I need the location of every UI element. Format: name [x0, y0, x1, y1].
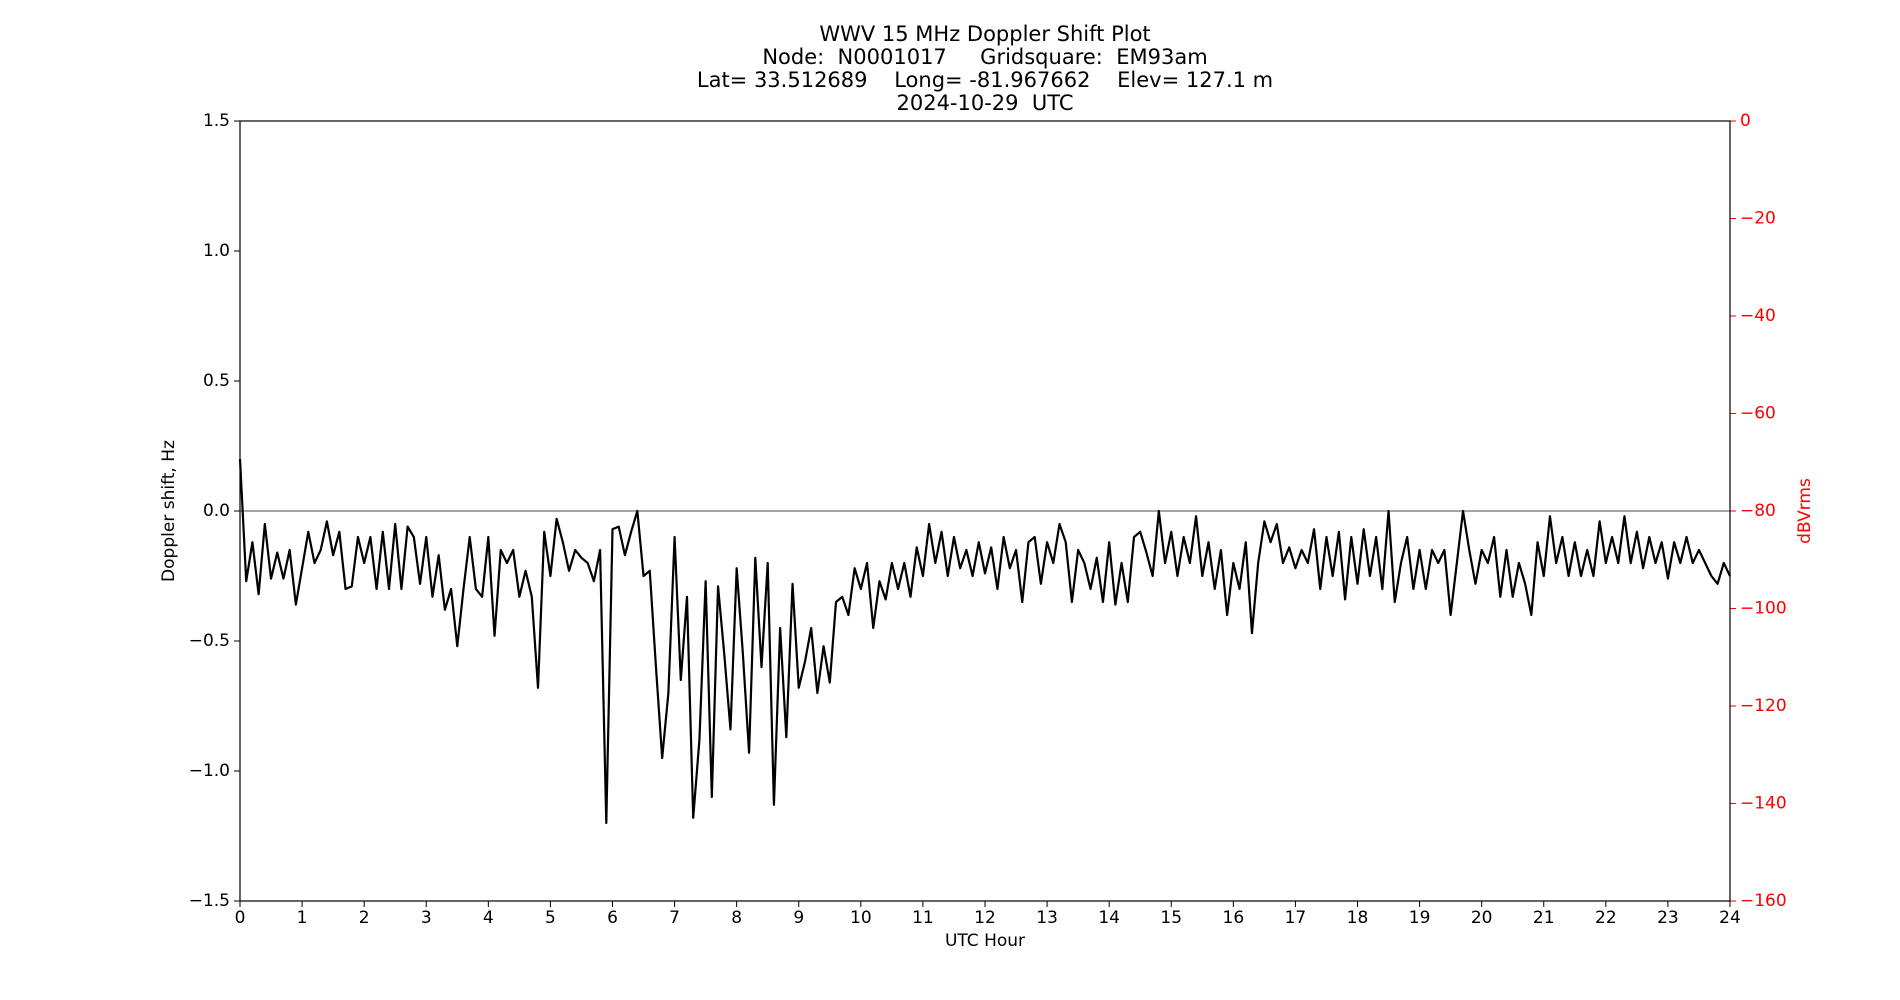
y2-axis-label: dBVrms	[1795, 478, 1815, 544]
x-tick-label: 6	[607, 908, 618, 928]
y2-tick-label: −100	[1740, 599, 1787, 619]
x-tick-label: 5	[545, 908, 556, 928]
chart-title: 2024-10-29 UTC	[896, 91, 1073, 115]
x-tick-label: 1	[297, 908, 308, 928]
y-tick-label: 1.5	[203, 111, 230, 131]
x-axis-label: UTC Hour	[945, 931, 1025, 951]
x-tick-label: 3	[421, 908, 432, 928]
y-tick-label: 0.0	[203, 501, 230, 521]
y-tick-label: 1.0	[203, 241, 230, 261]
y2-tick-label: −20	[1740, 209, 1776, 229]
x-tick-label: 17	[1285, 908, 1307, 928]
x-tick-label: 16	[1223, 908, 1245, 928]
x-tick-label: 9	[793, 908, 804, 928]
x-tick-label: 14	[1098, 908, 1120, 928]
x-tick-label: 20	[1471, 908, 1493, 928]
x-tick-label: 4	[483, 908, 494, 928]
x-tick-label: 11	[912, 908, 934, 928]
x-tick-label: 19	[1409, 908, 1431, 928]
plot-frame	[239, 120, 1731, 902]
x-tick-label: 8	[731, 908, 742, 928]
chart-title: Lat= 33.512689 Long= -81.967662 Elev= 12…	[697, 68, 1273, 92]
x-tick-label: 10	[850, 908, 872, 928]
x-tick-label: 15	[1160, 908, 1182, 928]
x-tick-label: 12	[974, 908, 996, 928]
y-tick-label: 0.5	[203, 371, 230, 391]
x-tick-label: 21	[1533, 908, 1555, 928]
y2-tick-label: −80	[1740, 501, 1776, 521]
y-tick-label: −0.5	[189, 631, 230, 651]
x-tick-label: 24	[1719, 908, 1741, 928]
y2-tick-label: −140	[1740, 794, 1787, 814]
doppler-line	[238, 458, 1731, 825]
x-tick-label: 18	[1347, 908, 1369, 928]
x-tick-label: 23	[1657, 908, 1679, 928]
chart-title: WWV 15 MHz Doppler Shift Plot	[819, 22, 1150, 46]
x-tick-label: 0	[235, 908, 246, 928]
y-axis-label: Doppler shift, Hz	[159, 440, 179, 582]
y2-tick-label: −40	[1740, 306, 1776, 326]
y2-tick-label: −120	[1740, 696, 1787, 716]
x-tick-label: 13	[1036, 908, 1058, 928]
y2-tick-label: −60	[1740, 404, 1776, 424]
x-tick-label: 22	[1595, 908, 1617, 928]
x-tick-label: 7	[669, 908, 680, 928]
y-tick-label: −1.5	[189, 891, 230, 911]
chart-title: Node: N0001017 Gridsquare: EM93am	[762, 45, 1207, 69]
y2-tick-label: 0	[1740, 111, 1751, 131]
y2-tick-label: −160	[1740, 891, 1787, 911]
y-tick-label: −1.0	[189, 761, 230, 781]
x-tick-label: 2	[359, 908, 370, 928]
